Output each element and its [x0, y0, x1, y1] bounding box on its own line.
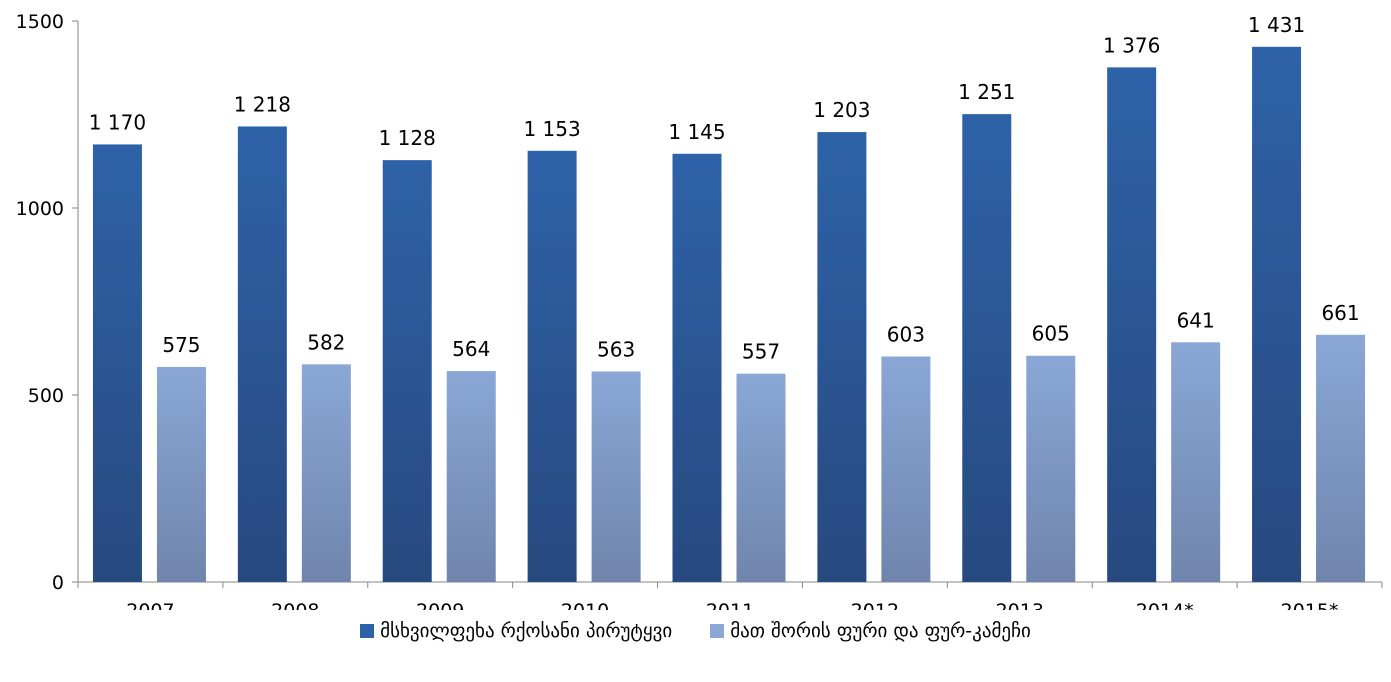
data-label-series-1: 1 170: [89, 110, 146, 134]
data-label-series-2: 557: [742, 340, 780, 364]
x-tick-label: 2014*: [1136, 600, 1194, 610]
y-tick-label: 500: [28, 385, 64, 407]
x-axis: 2007 2008 2009 2010 2011 2012 2013 2014* 2015*: [77, 581, 1383, 610]
data-label-series-1: 1 251: [958, 80, 1015, 104]
data-label-series-1: 1 153: [523, 117, 580, 141]
data-label-series-2: 582: [307, 330, 345, 354]
legend-item-series-2: მათ შორის ფური და ფურ-კამეჩი: [710, 620, 1031, 642]
bar-series-2-2011: [736, 373, 786, 582]
bar-series-1-2015: [1252, 46, 1302, 582]
data-label-series-2: 603: [887, 322, 925, 346]
bar-series-2-2014: [1171, 342, 1221, 582]
bar-series-1-2014: [1107, 67, 1157, 583]
data-label-series-2: 575: [162, 333, 200, 357]
y-tick-label: 1000: [16, 198, 64, 220]
bar-series-2-2015: [1316, 334, 1366, 582]
legend-label-series-2: მათ შორის ფური და ფურ-კამეჩი: [730, 620, 1031, 642]
data-label-series-1: 1 203: [813, 98, 870, 122]
x-tick-label: 2012: [851, 600, 899, 610]
x-tick-label: 2015*: [1281, 600, 1339, 610]
data-label-series-1: 1 145: [668, 120, 725, 144]
data-label-series-1: 1 376: [1103, 33, 1160, 57]
x-tick-label: 2013: [996, 600, 1044, 610]
y-axis: 0 500 1000 1500: [16, 11, 79, 594]
x-tick-label: 2007: [126, 600, 174, 610]
bar-series-2-2007: [156, 366, 206, 582]
data-label-series-2: 564: [452, 337, 490, 361]
bar-series-2-2012: [881, 356, 931, 582]
y-tick-label: 1500: [16, 11, 64, 33]
legend-swatch-series-1: [360, 624, 375, 638]
bar-series-2-2013: [1026, 355, 1076, 582]
y-tick-label: 0: [52, 572, 64, 594]
data-labels: 1 170 1 218 1 128 1 153 1 145 1 203 1 251 1 376…: [89, 13, 1360, 364]
x-tick-label: 2009: [416, 600, 464, 610]
bar-series-2-2008: [301, 364, 351, 582]
legend-label-series-1: მსხვილფეხა რქოსანი პირუტყვი: [380, 620, 673, 642]
data-label-series-2: 661: [1321, 301, 1359, 325]
bar-series-1-2011: [672, 153, 722, 582]
bar-series-1-2007: [92, 144, 142, 583]
bar-series-1-2009: [382, 160, 432, 583]
bar-series-1-2008: [237, 126, 287, 582]
bar-series-2-2009: [446, 371, 496, 582]
bars: [92, 46, 1366, 583]
bar-series-2-2010: [591, 371, 641, 582]
data-label-series-1: 1 128: [379, 126, 436, 150]
x-tick-label: 2008: [271, 600, 319, 610]
x-tick-label: 2011: [706, 600, 754, 610]
data-label-series-2: 563: [597, 337, 635, 361]
legend-item-series-1: მსხვილფეხა რქოსანი პირუტყვი: [360, 620, 672, 642]
legend: მსხვილფეხა რქოსანი პირუტყვი მათ შორის ფუ…: [0, 620, 1391, 642]
bar-series-1-2010: [527, 150, 577, 582]
bar-chart: 0 500 1000 1500 2007 2008 2009 2010 2011 2012 201…: [16, 11, 1383, 610]
x-tick-label: 2010: [561, 600, 609, 610]
data-label-series-2: 641: [1177, 308, 1215, 332]
bar-series-1-2013: [962, 114, 1012, 582]
bar-series-1-2012: [817, 132, 867, 582]
data-label-series-2: 605: [1032, 322, 1070, 346]
data-label-series-1: 1 218: [234, 92, 291, 116]
legend-swatch-series-2: [710, 624, 725, 638]
data-label-series-1: 1 431: [1248, 13, 1305, 37]
